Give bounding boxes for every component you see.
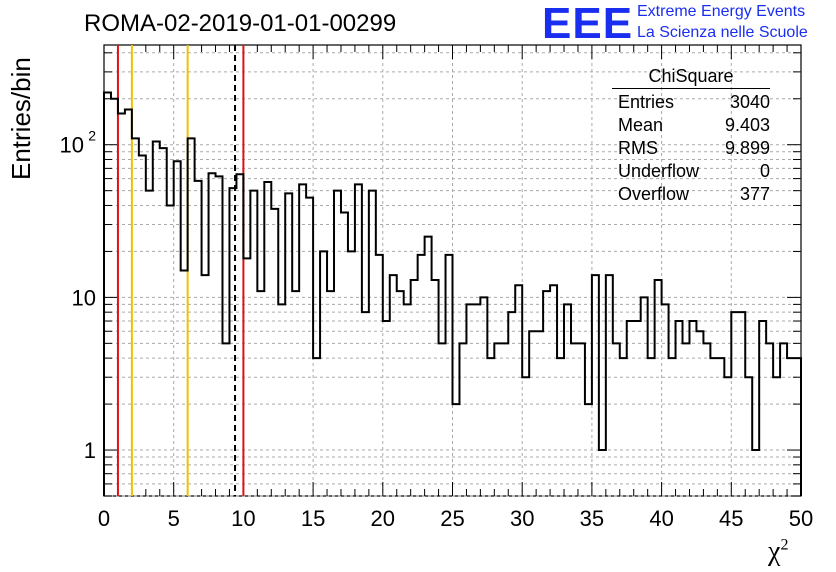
x-tick-label: 45 <box>719 506 743 531</box>
y-tick-exponent: 2 <box>88 128 96 144</box>
stats-value: 3040 <box>729 92 770 112</box>
x-tick-label: 50 <box>789 506 813 531</box>
stats-label: RMS <box>618 138 658 158</box>
histogram-outline <box>103 91 802 496</box>
stats-value: 9.899 <box>724 138 770 158</box>
x-tick-label: 35 <box>580 506 604 531</box>
x-axis-label-exponent: 2 <box>780 536 789 554</box>
x-tick-label: 40 <box>649 506 673 531</box>
x-axis-label: χ2 <box>768 536 788 568</box>
stats-box: ChiSquare Entries 3040 Mean 9.403 RMS 9.899… <box>612 66 770 206</box>
y-axis-label: Entries/bin <box>6 57 36 180</box>
chart-title: ROMA-02-2019-01-01-00299 <box>84 10 397 37</box>
histogram-bins <box>103 91 802 496</box>
stats-value: 0 <box>759 161 770 181</box>
stats-label: Overflow <box>618 184 690 204</box>
x-tick-label: 10 <box>231 506 255 531</box>
stats-row: Underflow 0 <box>612 160 770 183</box>
stats-header: ChiSquare <box>612 66 770 89</box>
x-tick-label: 5 <box>168 506 180 531</box>
x-tick-label: 0 <box>98 506 110 531</box>
x-tick-label: 20 <box>371 506 395 531</box>
axis-ticks <box>103 45 802 497</box>
x-tick-label: 15 <box>301 506 325 531</box>
stats-label: Mean <box>618 115 664 135</box>
logo-line-2: La Scienza nelle Scuole <box>637 24 808 41</box>
y-tick-label: 10 <box>72 285 96 310</box>
stats-value: 9.403 <box>724 115 770 135</box>
y-tick-label: 10 <box>60 133 84 158</box>
y-tick-label: 1 <box>84 438 96 463</box>
logo-line-1: Extreme Energy Events <box>637 3 806 20</box>
stats-row: RMS 9.899 <box>612 137 770 160</box>
stats-label: Entries <box>618 92 675 112</box>
eee-logo: EEE <box>542 0 634 48</box>
stats-row: Mean 9.403 <box>612 114 770 137</box>
x-tick-labels: 0 5 10 15 20 25 30 35 40 45 50 <box>98 506 813 531</box>
x-axis-label-base: χ <box>768 536 781 567</box>
stats-value: 377 <box>739 184 770 204</box>
x-tick-label: 30 <box>510 506 534 531</box>
x-tick-label: 25 <box>440 506 464 531</box>
stats-row: Overflow 377 <box>612 183 770 206</box>
stats-row: Entries 3040 <box>612 91 770 114</box>
stats-label: Underflow <box>618 161 700 181</box>
